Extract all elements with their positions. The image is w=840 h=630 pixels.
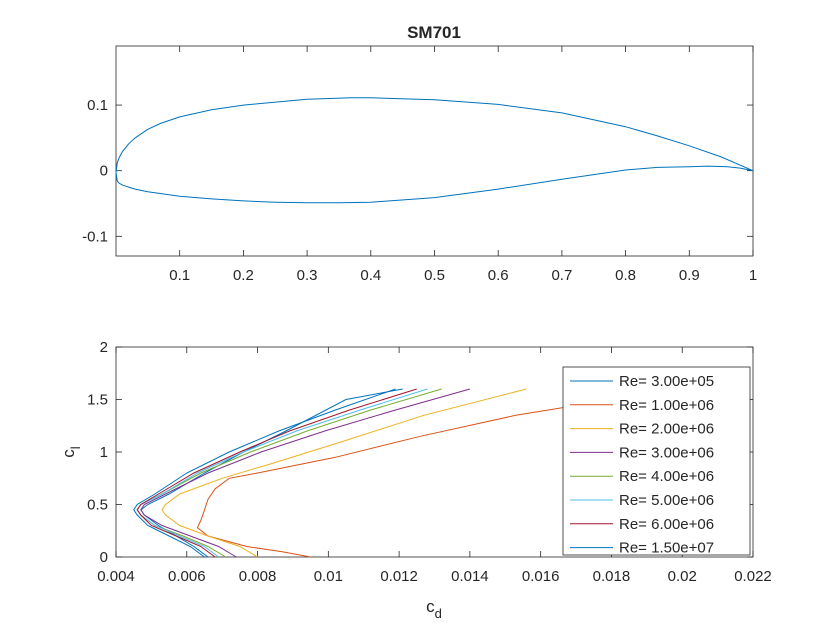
x-tick-label: 0.7 (551, 267, 572, 284)
y-tick-label: 2 (100, 339, 108, 356)
x-tick-label: 0.2 (233, 267, 254, 284)
x-tick-label: 0.6 (488, 267, 509, 284)
polar-y-axis-label: cl (59, 446, 83, 458)
y-tick-label: 0.1 (87, 97, 108, 114)
series-line (136, 388, 417, 558)
x-tick-label: 0.5 (424, 267, 445, 284)
x-tick-label: 0.02 (668, 568, 697, 585)
x-tick-label: 0.012 (380, 568, 418, 585)
y-tick-label: 1.5 (87, 392, 108, 409)
legend-label: Re= 6.00e+06 (619, 516, 714, 533)
airfoil-axes: SM701 0.1 0.2 0.3 0.4 0.5 0.6 0.7 0.8 0.9 1-0.100… (82, 23, 757, 284)
polar-axes: 0.004 0.006 0.008 0.01 0.012 0.014 0.016 0.018 0… (59, 339, 772, 621)
polar-series (133, 388, 750, 558)
airfoil-title: SM701 (407, 23, 461, 42)
x-tick-label: 0.01 (314, 568, 343, 585)
legend-label: Re= 4.00e+06 (619, 468, 714, 485)
x-tick-label: 0.006 (168, 568, 206, 585)
x-tick-label: 0.008 (239, 568, 277, 585)
y-tick-label: -0.1 (82, 228, 108, 245)
series-line (161, 388, 527, 558)
x-tick-label: 0.004 (97, 568, 135, 585)
x-tick-label: 0.022 (734, 568, 772, 585)
polar-x-axis-label: cd (426, 597, 442, 621)
airfoil-ticks: 0.1 0.2 0.3 0.4 0.5 0.6 0.7 0.8 0.9 1 -0.1 0 0.1 (82, 46, 757, 284)
polar-ticks: 0.004 0.006 0.008 0.01 0.012 0.014 0.016 0.018 0… (87, 339, 772, 585)
legend-label: Re= 2.00e+06 (619, 421, 714, 438)
airfoil-series (115, 97, 754, 204)
series-line (133, 388, 396, 558)
polar-legend: Re= 3.00e+05 Re= 1.00e+06 Re= 2.00e+06 Re= … (562, 366, 751, 557)
legend-label: Re= 3.00e+06 (619, 444, 714, 461)
x-tick-label: 0.018 (593, 568, 631, 585)
legend-label: Re= 5.00e+06 (619, 492, 714, 509)
series-line (140, 388, 471, 558)
x-tick-label: 0.014 (451, 568, 489, 585)
y-tick-label: 0 (100, 549, 108, 566)
y-tick-label: 0.5 (87, 497, 108, 514)
x-tick-label: 0.3 (297, 267, 318, 284)
x-tick-label: 0.1 (169, 267, 190, 284)
x-tick-label: 0.016 (522, 568, 560, 585)
series-line (115, 97, 754, 204)
y-tick-label: 1 (100, 444, 108, 461)
legend-label: Re= 3.00e+05 (619, 373, 714, 390)
y-tick-label: 0 (100, 163, 108, 180)
x-tick-label: 0.8 (615, 267, 636, 284)
x-tick-label: 0.9 (679, 267, 700, 284)
series-line (196, 388, 750, 558)
legend-label: Re= 1.00e+06 (619, 397, 714, 414)
x-tick-label: 0.4 (360, 267, 381, 284)
legend-label: Re= 1.50e+07 (619, 540, 714, 557)
airfoil-plot-box (115, 45, 754, 257)
x-tick-label: 1 (749, 267, 757, 284)
